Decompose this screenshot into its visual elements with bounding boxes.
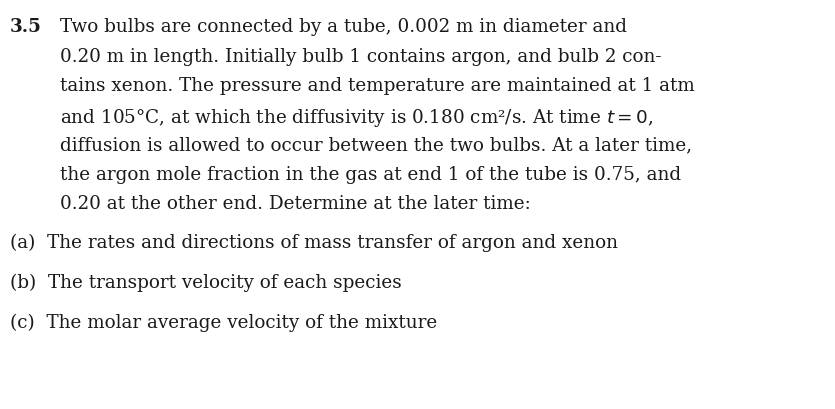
Text: tains xenon. The pressure and temperature are maintained at 1 atm: tains xenon. The pressure and temperatur… [60, 77, 695, 95]
Text: (c)  The molar average velocity of the mixture: (c) The molar average velocity of the mi… [10, 314, 438, 333]
Text: (a)  The rates and directions of mass transfer of argon and xenon: (a) The rates and directions of mass tra… [10, 234, 618, 252]
Text: (b)  The transport velocity of each species: (b) The transport velocity of each speci… [10, 274, 402, 292]
Text: 0.20 m in length. Initially bulb 1 contains argon, and bulb 2 con-: 0.20 m in length. Initially bulb 1 conta… [60, 48, 661, 66]
Text: 3.5: 3.5 [10, 18, 42, 36]
Text: Two bulbs are connected by a tube, 0.002 m in diameter and: Two bulbs are connected by a tube, 0.002… [60, 18, 627, 36]
Text: and 105°C, at which the diffusivity is 0.180 cm²/s. At time $t=0$,: and 105°C, at which the diffusivity is 0… [60, 107, 654, 129]
Text: diffusion is allowed to occur between the two bulbs. At a later time,: diffusion is allowed to occur between th… [60, 136, 692, 154]
Text: 0.20 at the other end. Determine at the later time:: 0.20 at the other end. Determine at the … [60, 195, 531, 213]
Text: the argon mole fraction in the gas at end 1 of the tube is 0.75, and: the argon mole fraction in the gas at en… [60, 166, 681, 184]
